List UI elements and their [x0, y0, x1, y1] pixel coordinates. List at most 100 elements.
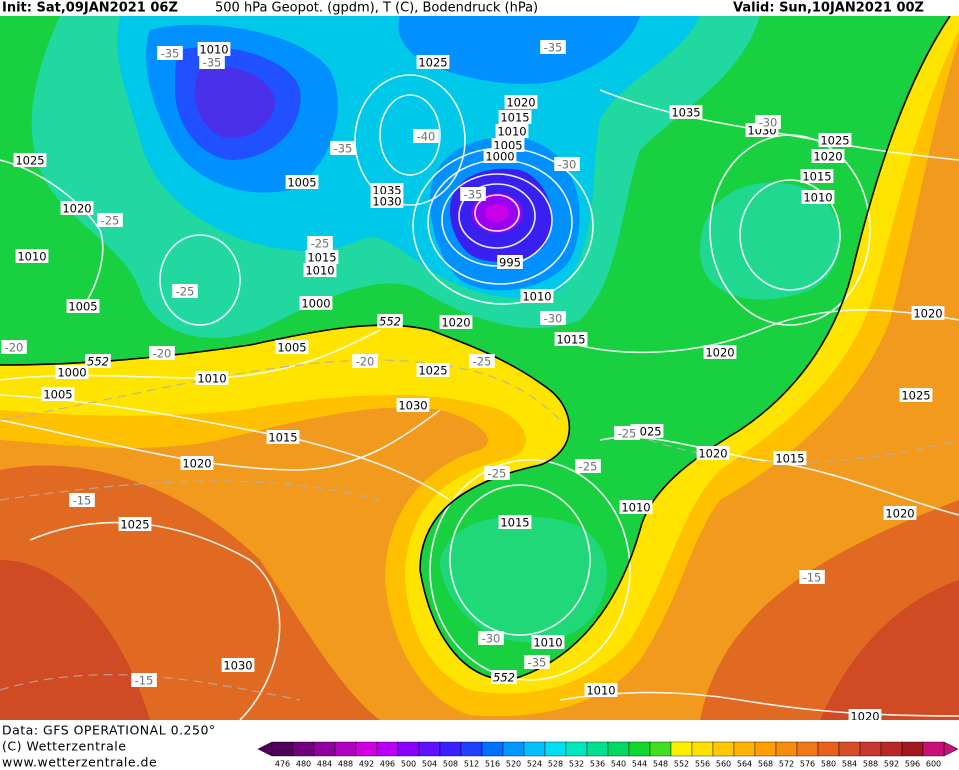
temperature-label-bg: [172, 284, 198, 298]
colorbar-label: 480: [296, 760, 311, 769]
colorbar-label: 536: [590, 760, 605, 769]
colorbar-swatch: [502, 741, 525, 757]
colorbar-swatch: [817, 741, 840, 757]
temperature-label-bg: [199, 55, 225, 69]
temperature-label: -35: [544, 41, 563, 55]
temperature-label-bg: [1, 340, 27, 354]
temperature-label: -35: [464, 188, 483, 202]
pressure-label: 1010: [199, 43, 228, 57]
pressure-label-bg: [491, 138, 525, 152]
colorbar-label: 568: [758, 760, 773, 769]
colorbar-swatch: [691, 741, 714, 757]
temperature-label: -25: [311, 237, 330, 251]
temperature-label: -15: [803, 571, 822, 585]
pressure-label-bg: [285, 175, 319, 189]
colorbar-label: 552: [674, 760, 689, 769]
colorbar-swatch: [313, 741, 336, 757]
colorbar-label: 496: [380, 760, 395, 769]
pressure-label-bg: [520, 289, 554, 303]
pressure-label-bg: [303, 263, 337, 277]
pressure-label-bg: [118, 517, 152, 531]
colorbar-swatch: [775, 741, 798, 757]
pressure-label-bg: [41, 387, 75, 401]
pressure-label: 1020: [705, 346, 734, 360]
pressure-label-bg: [883, 506, 917, 520]
colorbar-label: 540: [611, 760, 626, 769]
colorbar: 476 480 484 488 492 496 500 504 508 512 516 520 524 5…: [257, 741, 959, 769]
temperature-label-bg: [352, 354, 378, 368]
pressure-label: 1020: [813, 150, 842, 164]
colorbar-label: 560: [716, 760, 731, 769]
pressure-label-bg: [497, 255, 523, 269]
colorbar-swatch: [355, 741, 378, 757]
colorbar-swatch: [376, 741, 399, 757]
pressure-label-bg: [483, 149, 517, 163]
pressure-label-bg: [275, 340, 309, 354]
init-time: Init: Sat,09JAN2021 06Z: [2, 1, 178, 16]
temperature-label: -35: [528, 656, 547, 670]
temperature-label-bg: [540, 40, 566, 54]
temperature-label: -25: [488, 467, 507, 481]
colorbar-swatch: [649, 741, 672, 757]
colorbar-label: 544: [632, 760, 647, 769]
pressure-label-bg: [848, 709, 882, 723]
pressure-label-bg: [773, 451, 807, 465]
pressure-label-bg: [60, 201, 94, 215]
pressure-label-bg: [416, 363, 450, 377]
pressure-label: 1015: [307, 251, 336, 265]
temperature-label-bg: [614, 426, 640, 440]
temperature-label: -25: [618, 427, 637, 441]
temperature-label-bg: [484, 466, 510, 480]
pressure-label-bg: [266, 430, 300, 444]
colorbar-label: 532: [569, 760, 584, 769]
pressure-label: 1020: [62, 202, 91, 216]
colorbar-swatch: [628, 741, 651, 757]
pressure-label: 1015: [775, 452, 804, 466]
temperature-label: -35: [161, 47, 180, 61]
pressure-label: 1010: [305, 264, 334, 278]
pressure-label: 1020: [441, 316, 470, 330]
colorbar-swatch: [397, 741, 420, 757]
colorbar-swatch: [460, 741, 483, 757]
temperature-label-bg: [131, 673, 157, 687]
colorbar-swatch: [754, 741, 777, 757]
colorbar-label: 492: [359, 760, 374, 769]
pressure-label-bg: [15, 249, 49, 263]
colorbar-label: 488: [338, 760, 353, 769]
pressure-label: 1025: [901, 389, 930, 403]
pressure-label: 1020: [698, 447, 727, 461]
pressure-label-bg: [495, 124, 529, 138]
colorbar-label: 516: [485, 760, 500, 769]
pressure-label-bg: [299, 296, 333, 310]
colorbar-label: 524: [527, 760, 542, 769]
pressure-label: 1005: [43, 388, 72, 402]
pressure-label: 1015: [802, 170, 831, 184]
pressure-label: 1030: [223, 659, 252, 673]
colorbar-swatch: [418, 741, 441, 757]
temperature-label-bg: [524, 655, 550, 669]
pressure-label: 1020: [506, 96, 535, 110]
contour-label-bg: [377, 314, 403, 328]
temperature-label: -30: [558, 158, 577, 172]
colorbar-label: 596: [905, 760, 920, 769]
temperature-label: -30: [759, 116, 778, 130]
colorbar-label: 508: [443, 760, 458, 769]
pressure-label: 1035: [671, 106, 700, 120]
contour-label-bg: [491, 670, 517, 684]
temperature-label: -15: [73, 494, 92, 508]
pressure-label: 1010: [497, 125, 526, 139]
temperature-label-bg: [97, 213, 123, 227]
colorbar-swatch: [712, 741, 735, 757]
colorbar-swatch: [796, 741, 819, 757]
colorbar-swatch: [586, 741, 609, 757]
temperature-label: -35: [334, 142, 353, 156]
colorbar-label: 592: [884, 760, 899, 769]
colorbar-swatch: [901, 741, 924, 757]
colorbar-label: 564: [737, 760, 752, 769]
colorbar-swatch: [880, 741, 903, 757]
temperature-label-bg: [469, 354, 495, 368]
pressure-label-bg: [554, 332, 588, 346]
